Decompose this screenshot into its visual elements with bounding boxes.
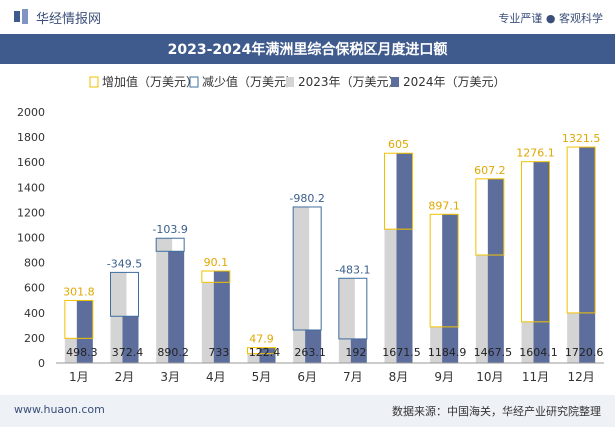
brand-name[interactable]: 华经情报网 xyxy=(36,12,102,27)
value-label-2024-4: 733 xyxy=(208,346,229,359)
value-label-2024-10: 1467.5 xyxy=(474,346,513,359)
footer: www.huaon.com 数据来源：中国海关，华经产业研究院整理 xyxy=(0,395,615,427)
y-tick-label: 2000 xyxy=(17,106,45,119)
top-bar: 华经情报网 专业严谨 ● 客观科学 xyxy=(0,0,615,34)
bar-2024-8 xyxy=(396,153,413,363)
footer-website[interactable]: www.huaon.com xyxy=(14,403,105,416)
bar-2024-5 xyxy=(259,347,276,363)
increase-box-12 xyxy=(566,146,596,314)
legend-label-3: 2023年（万美元） xyxy=(298,75,401,89)
x-axis: 1月 2月 3月 4月 5月 6月 7月 8月 9月 10月 11月 12月 xyxy=(56,362,604,384)
bar-2024-6 xyxy=(305,329,322,363)
increase-box-1 xyxy=(64,299,94,339)
change-label-5: 47.9 xyxy=(249,333,274,346)
increase-box-5 xyxy=(247,347,276,355)
value-label-2024-7: 192 xyxy=(345,346,366,359)
legend-label-2: 减少值（万美元） xyxy=(202,74,298,89)
x-tick-label: 1月 xyxy=(69,370,89,384)
legend-swatch-1 xyxy=(89,76,99,88)
legend-label-4: 2024年（万美元） xyxy=(403,75,506,89)
chart-title: 2023-2024年满洲里综合保税区月度进口额 xyxy=(167,42,448,58)
x-tick-label: 9月 xyxy=(434,370,454,384)
y-tick-label: 400 xyxy=(24,307,45,320)
change-label-1: 301.8 xyxy=(63,285,95,298)
plot-area: 增加值（万美元） 减少值（万美元） 2023年（万美元） 2024年（万美元） 0 20… xyxy=(0,64,615,395)
value-label-2024-5: 122.4 xyxy=(249,346,281,359)
bar-2024-3 xyxy=(168,251,185,363)
y-tick-label: 1600 xyxy=(17,156,45,169)
bar-2024-4 xyxy=(213,271,230,363)
value-label-2024-12: 1720.6 xyxy=(565,346,604,359)
value-label-2024-3: 890.2 xyxy=(157,346,189,359)
x-tick-label: 8月 xyxy=(389,370,409,384)
y-tick-label: 1200 xyxy=(17,206,45,219)
footer-source: 数据来源：中国海关，华经产业研究院整理 xyxy=(392,405,601,418)
bar-2023-5 xyxy=(247,353,264,363)
y-tick-label: 1400 xyxy=(17,181,45,194)
value-label-2024-1: 498.3 xyxy=(66,346,98,359)
brand-logo-icon xyxy=(14,9,28,24)
change-label-2: -349.5 xyxy=(107,257,142,270)
x-tick-label: 12月 xyxy=(568,370,595,384)
change-label-12: 1321.5 xyxy=(562,132,601,145)
chart-title-bar: 2023-2024年满洲里综合保税区月度进口额 xyxy=(0,34,615,64)
decrease-box-6 xyxy=(292,206,322,331)
increase-box-9 xyxy=(429,213,459,328)
x-tick-label: 6月 xyxy=(297,370,317,384)
change-label-8: 605 xyxy=(388,138,409,151)
bar-2024-1 xyxy=(76,300,93,363)
x-tick-label: 7月 xyxy=(343,370,363,384)
x-tick-label: 11月 xyxy=(522,370,549,384)
bar-2024-11 xyxy=(533,161,550,363)
y-tick-label: 800 xyxy=(24,257,45,270)
x-tick-label: 2月 xyxy=(115,370,135,384)
decrease-box-2 xyxy=(110,271,139,317)
decrease-box-7 xyxy=(338,277,368,340)
increase-box-8 xyxy=(384,152,413,230)
change-label-9: 897.1 xyxy=(428,199,460,212)
increase-box-10 xyxy=(475,178,505,256)
bar-chart: 增加值（万美元） 减少值（万美元） 2023年（万美元） 2024年（万美元） 0 20… xyxy=(17,74,604,384)
value-label-2024-9: 1184.9 xyxy=(428,346,467,359)
bar-2024-2 xyxy=(122,316,139,363)
y-tick-label: 0 xyxy=(38,357,45,370)
bars xyxy=(64,146,596,363)
legend-swatch-3 xyxy=(286,77,294,87)
value-label-2024-6: 263.1 xyxy=(294,346,326,359)
x-tick-label: 5月 xyxy=(252,370,272,384)
data-labels: 301.8 498.3 -349.5 372.4 -103.9 890.2 90.1 733 4… xyxy=(63,132,603,359)
bar-2024-12 xyxy=(579,147,596,363)
change-label-7: -483.1 xyxy=(335,263,370,276)
change-label-10: 607.2 xyxy=(474,164,506,177)
x-tick-label: 10月 xyxy=(476,370,503,384)
legend-swatch-4 xyxy=(391,77,399,87)
change-label-3: -103.9 xyxy=(152,223,187,236)
y-tick-label: 200 xyxy=(24,332,45,345)
value-label-2024-2: 372.4 xyxy=(112,346,144,359)
value-label-2024-8: 1671.5 xyxy=(382,346,421,359)
bar-2024-10 xyxy=(487,178,504,363)
legend-label-1: 增加值（万美元） xyxy=(102,74,198,89)
brand-tagline: 专业严谨 ● 客观科学 xyxy=(498,12,603,25)
legend: 增加值（万美元） 减少值（万美元） 2023年（万美元） 2024年（万美元） xyxy=(89,74,506,89)
y-axis: 0 200 400 600 800 1000 1200 1400 1600 1800 2000 xyxy=(17,106,45,370)
decrease-box-3 xyxy=(155,237,185,252)
y-tick-label: 1800 xyxy=(17,131,45,144)
y-tick-label: 600 xyxy=(24,282,45,295)
increase-box-11 xyxy=(521,161,550,323)
x-tick-label: 3月 xyxy=(160,370,180,384)
change-label-11: 1276.1 xyxy=(516,147,555,160)
change-label-4: 90.1 xyxy=(204,256,229,269)
bar-2024-7 xyxy=(350,338,367,363)
bar-2024-9 xyxy=(442,214,459,363)
bar-2023-6 xyxy=(293,206,310,363)
y-tick-label: 1000 xyxy=(17,232,45,245)
legend-swatch-2 xyxy=(189,76,199,88)
value-label-2024-11: 1604.1 xyxy=(519,346,558,359)
increase-box-4 xyxy=(201,270,231,283)
x-tick-label: 4月 xyxy=(206,370,226,384)
change-label-6: -980.2 xyxy=(289,192,324,205)
